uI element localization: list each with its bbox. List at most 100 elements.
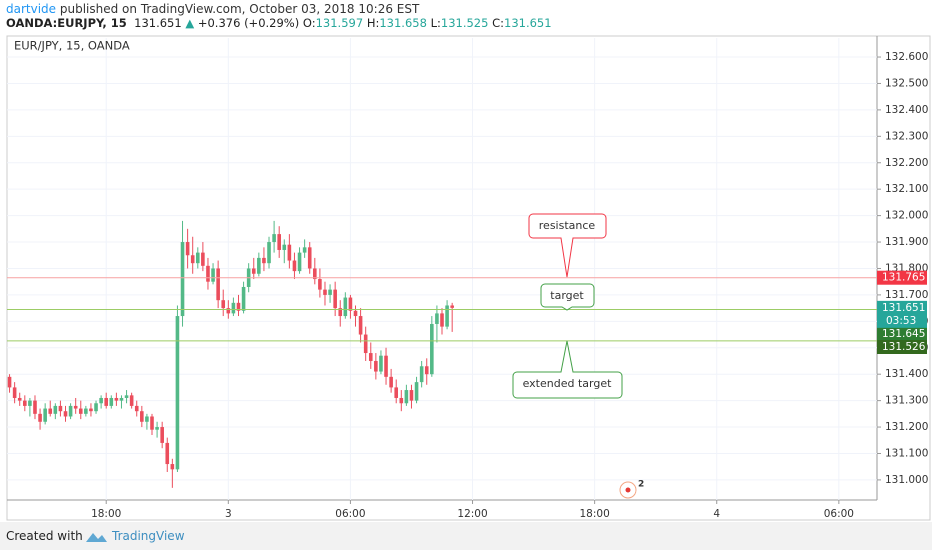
y-tick-label: 131.000 — [885, 474, 928, 486]
ohlc-key: O: — [302, 16, 316, 30]
candle-body — [338, 308, 343, 317]
candle-body — [155, 427, 159, 430]
event-badge[interactable]: 2 — [619, 480, 644, 499]
x-tick-label: 12:00 — [457, 508, 487, 520]
candle-body — [160, 427, 164, 443]
x-tick-label: 18:00 — [91, 508, 121, 520]
candle-body — [48, 408, 53, 414]
candle-body — [262, 257, 266, 264]
symbol: OANDA:EURJPY, 15 — [6, 16, 127, 30]
footer-brand[interactable]: TradingView — [112, 529, 185, 543]
candle-body — [368, 353, 373, 361]
ohlc-value: 131.651 — [504, 16, 552, 30]
last-price: 131.651 — [882, 302, 925, 314]
candle-body — [348, 297, 353, 311]
x-tick-label: 18:00 — [579, 508, 609, 520]
ohlc-key: L: — [430, 16, 441, 30]
publish-line: dartvide published on TradingView.com, O… — [6, 2, 419, 16]
candle-body — [419, 366, 424, 383]
candle-body — [343, 297, 348, 317]
callout-shape — [512, 340, 623, 399]
chart: EUR/JPY, 15, OANDA resistance target ext… — [6, 35, 931, 521]
level-label: 131.526 — [882, 341, 926, 353]
candle-body — [129, 395, 134, 406]
y-tick-label: 132.100 — [885, 183, 928, 195]
ohlc-h: H:131.658 — [367, 16, 427, 30]
candle-body — [84, 408, 88, 414]
ohlc-c: C:131.651 — [492, 16, 551, 30]
candle-body — [277, 234, 281, 250]
candle-body — [257, 257, 261, 274]
candle-body — [28, 400, 32, 406]
candle-body — [190, 255, 195, 264]
change: +0.376 (+0.29%) — [197, 16, 300, 30]
y-tick-label: 132.000 — [885, 210, 928, 222]
candle-body — [313, 268, 317, 280]
candle-body — [430, 323, 434, 375]
candle-body — [58, 405, 63, 412]
candle-body — [119, 397, 124, 401]
y-tick-label: 131.100 — [885, 447, 928, 459]
event-count: 2 — [638, 480, 644, 490]
event-dot — [625, 487, 631, 493]
y-tick-label: 132.300 — [885, 130, 928, 142]
author[interactable]: dartvide — [6, 2, 57, 16]
candle-body — [272, 234, 276, 243]
candle-body — [140, 411, 144, 422]
candle-body — [206, 265, 210, 282]
candle-body — [379, 355, 383, 372]
level-label: 131.765 — [882, 272, 925, 284]
callout-shape — [540, 283, 595, 311]
y-tick-label: 131.200 — [885, 421, 928, 433]
chart-title: EUR/JPY, 15, OANDA — [14, 39, 130, 53]
footer: Created with TradingView — [0, 522, 932, 550]
candle-body — [358, 316, 363, 335]
candle-body — [17, 397, 22, 401]
last-price-bg — [877, 300, 927, 328]
candle-body — [353, 310, 358, 317]
candle-body — [445, 305, 449, 327]
candle-body — [180, 242, 185, 317]
candle-body — [170, 464, 175, 470]
y-tick-label: 132.200 — [885, 157, 928, 169]
candle-body — [63, 411, 68, 417]
candle-body — [145, 416, 149, 422]
candle-body — [409, 390, 414, 401]
candle-body — [201, 252, 205, 266]
level-label-bg — [877, 327, 927, 341]
candle-body — [89, 408, 93, 412]
candle-body — [435, 313, 439, 324]
y-tick-label: 132.500 — [885, 77, 928, 89]
ohlc-value: 131.597 — [315, 16, 364, 30]
brand-logo — [86, 533, 107, 542]
candle-body — [318, 279, 322, 290]
candle-body — [150, 416, 154, 430]
quote-line: OANDA:EURJPY, 15 131.651 ▲ +0.376 (+0.29… — [6, 16, 552, 30]
candle-body — [394, 387, 399, 398]
grid — [7, 38, 877, 500]
callout-shape — [528, 213, 607, 278]
candle-body — [78, 408, 83, 414]
candle-body — [216, 268, 220, 301]
y-tick-label: 131.300 — [885, 395, 928, 407]
candle-body — [236, 302, 241, 311]
callout-text: resistance — [539, 219, 596, 232]
callout-target: target — [540, 283, 595, 311]
candle-body — [23, 400, 27, 406]
y-tick-label: 131.700 — [885, 289, 928, 301]
x-tick-label: 06:00 — [824, 508, 854, 520]
footer-prefix: Created with — [6, 529, 83, 543]
candle-body — [424, 366, 429, 375]
countdown: 03:53 — [886, 315, 916, 327]
ohlc-value: 131.658 — [379, 16, 427, 30]
publish-info: published on TradingView.com, October 03… — [59, 2, 420, 16]
candle-body — [195, 252, 200, 264]
y-tick-label: 131.400 — [885, 368, 928, 380]
candle-body — [389, 376, 393, 388]
candle-body — [175, 316, 180, 470]
candle-body — [287, 244, 292, 261]
candle-body — [211, 268, 215, 282]
ohlc-value: 131.525 — [440, 16, 489, 30]
candle-body — [323, 289, 327, 295]
candle-body — [333, 289, 337, 309]
